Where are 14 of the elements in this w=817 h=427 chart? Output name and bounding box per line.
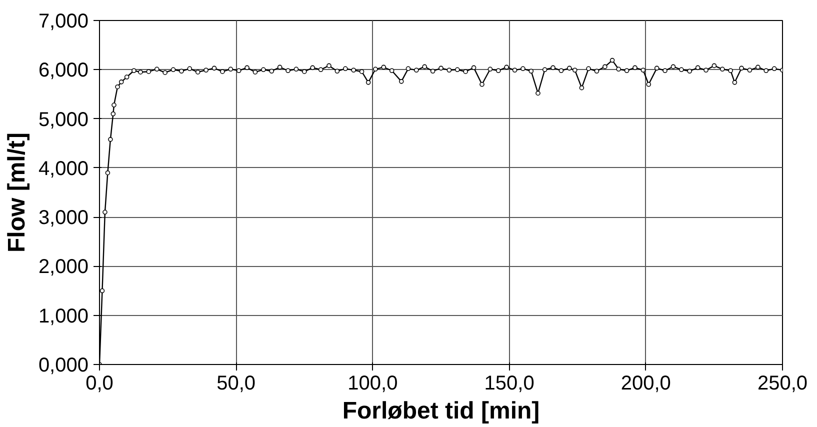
y-tick-label: 6,000 — [38, 60, 89, 82]
y-tick-label: 4,000 — [38, 158, 89, 180]
x-tick-label: 150,0 — [484, 372, 534, 394]
y-tick-label: 1,000 — [38, 305, 89, 328]
y-tick-label: 5,000 — [38, 108, 89, 131]
x-axis-title: Forløbet tid [min] — [342, 398, 540, 424]
y-tick-label: 2,000 — [38, 256, 89, 278]
y-axis-title: Flow [ml/t] — [3, 132, 30, 252]
y-tick-label: 3,000 — [38, 207, 89, 230]
x-tick-label: 250,0 — [757, 372, 808, 394]
y-tick-label: 7,000 — [38, 10, 89, 32]
x-tick-label: 50,0 — [216, 372, 256, 394]
x-tick-label: 200,0 — [620, 372, 671, 394]
x-tick-label: 100,0 — [348, 372, 398, 394]
